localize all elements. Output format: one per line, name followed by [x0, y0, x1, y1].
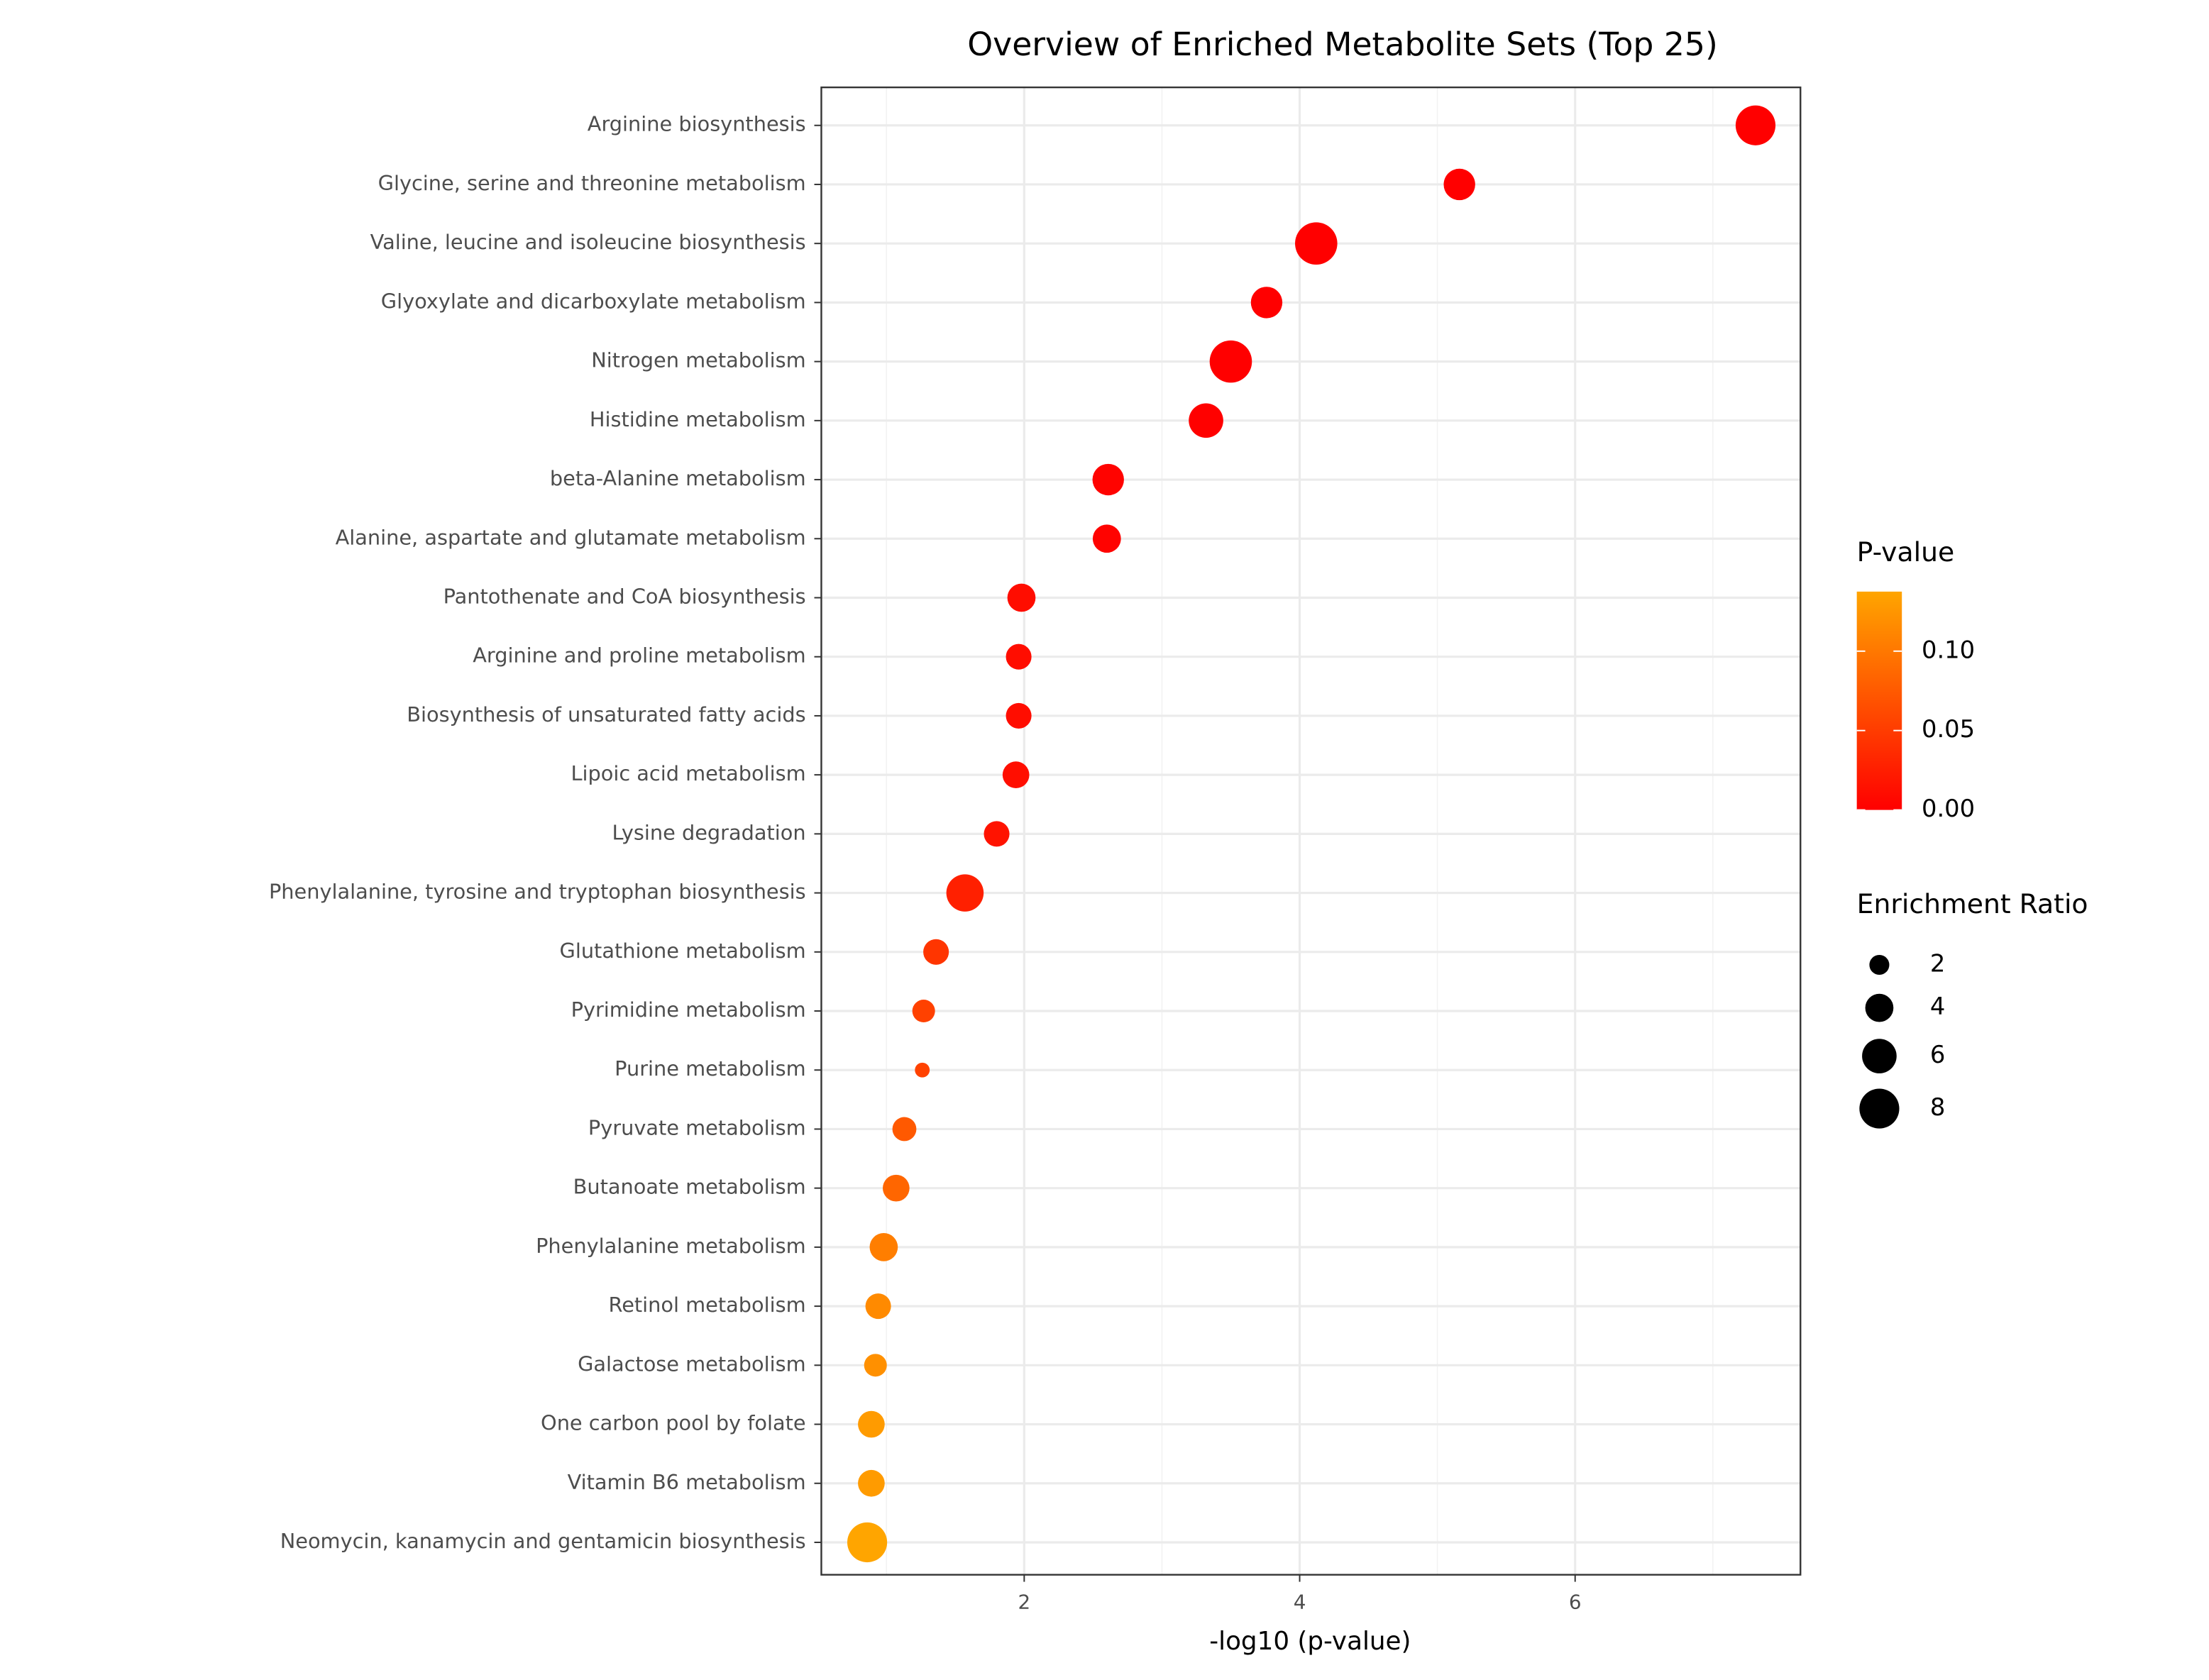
size-legend-dot	[1865, 993, 1894, 1022]
colorbar-label: 0.00	[1922, 795, 1975, 822]
y-tick-label: Purine metabolism	[615, 1056, 805, 1081]
dot	[915, 1062, 930, 1078]
dot	[1250, 287, 1283, 319]
size-legend-label: 6	[1930, 1041, 1945, 1068]
dot	[1443, 168, 1475, 201]
size-legend-label: 2	[1930, 949, 1945, 977]
dot	[858, 1469, 885, 1497]
y-tick-label: Glyoxylate and dicarboxylate metabolism	[381, 289, 806, 313]
dot	[1092, 524, 1121, 553]
y-tick-label: Phenylalanine, tyrosine and tryptophan b…	[269, 880, 806, 904]
x-tick-label: 2	[1018, 1590, 1031, 1613]
x-axis-label: -log10 (p-value)	[1209, 1627, 1411, 1656]
y-tick-label: Glycine, serine and threonine metabolism	[378, 171, 806, 195]
y-tick-label: One carbon pool by folate	[541, 1411, 806, 1435]
dot	[946, 874, 984, 912]
dot	[912, 1000, 935, 1023]
y-tick-label: Biosynthesis of unsaturated fatty acids	[407, 702, 805, 726]
dot	[1007, 583, 1036, 612]
size-legend-label: 4	[1930, 993, 1945, 1020]
y-tick-label: Pantothenate and CoA biosynthesis	[444, 584, 806, 608]
size-legend-title: Enrichment Ratio	[1857, 888, 2088, 919]
y-tick-label: Pyrimidine metabolism	[571, 998, 806, 1022]
y-tick-label: Lipoic acid metabolism	[571, 761, 805, 785]
y-tick-label: Arginine biosynthesis	[588, 112, 806, 136]
y-tick-label: Retinol metabolism	[609, 1293, 806, 1317]
y-tick-label: Neomycin, kanamycin and gentamicin biosy…	[280, 1529, 806, 1553]
dot	[1002, 761, 1030, 788]
dot	[1735, 105, 1776, 145]
y-tick-label: Alanine, aspartate and glutamate metabol…	[336, 525, 806, 549]
size-legend-dot	[1862, 1039, 1897, 1073]
y-tick-label: Glutathione metabolism	[560, 939, 806, 963]
dot	[858, 1410, 885, 1438]
size-legend-dot	[1859, 1088, 1900, 1129]
dot	[1092, 463, 1124, 496]
colorbar-label: 0.10	[1922, 636, 1975, 663]
y-tick-label: Valine, leucine and isoleucine biosynthe…	[370, 230, 806, 254]
y-tick-label: Galactose metabolism	[578, 1352, 806, 1376]
dot	[847, 1522, 888, 1563]
color-legend-title: P-value	[1857, 536, 1955, 568]
y-tick-label: Butanoate metabolism	[573, 1175, 806, 1199]
chart-title: Overview of Enriched Metabolite Sets (To…	[967, 26, 1718, 63]
y-tick-label: Pyruvate metabolism	[588, 1115, 806, 1139]
plot-background	[821, 87, 1801, 1575]
y-tick-label: Lysine degradation	[612, 820, 805, 844]
dot	[883, 1174, 910, 1202]
dot	[1006, 702, 1032, 729]
x-tick-label: 6	[1569, 1590, 1582, 1613]
dot	[1189, 403, 1223, 438]
dot	[869, 1233, 898, 1261]
y-tick-label: Nitrogen metabolism	[591, 348, 805, 372]
y-tick-label: Phenylalanine metabolism	[536, 1234, 806, 1258]
dot	[1295, 222, 1338, 265]
dot	[865, 1293, 891, 1320]
dot	[923, 939, 949, 965]
colorbar-label: 0.05	[1922, 715, 1975, 743]
y-tick-label: beta-Alanine metabolism	[550, 466, 806, 490]
y-tick-label: Vitamin B6 metabolism	[568, 1470, 806, 1494]
y-tick-label: Histidine metabolism	[590, 407, 806, 431]
dot	[1006, 643, 1032, 670]
dot	[984, 821, 1010, 847]
y-tick-label: Arginine and proline metabolism	[473, 643, 805, 668]
colorbar	[1856, 591, 1902, 810]
dot	[864, 1354, 887, 1377]
dot	[1209, 340, 1252, 383]
size-legend-dot	[1869, 954, 1890, 976]
plot-border	[820, 86, 1802, 1576]
dot	[892, 1117, 917, 1142]
x-tick-label: 4	[1294, 1590, 1306, 1613]
size-legend-label: 8	[1930, 1093, 1945, 1121]
